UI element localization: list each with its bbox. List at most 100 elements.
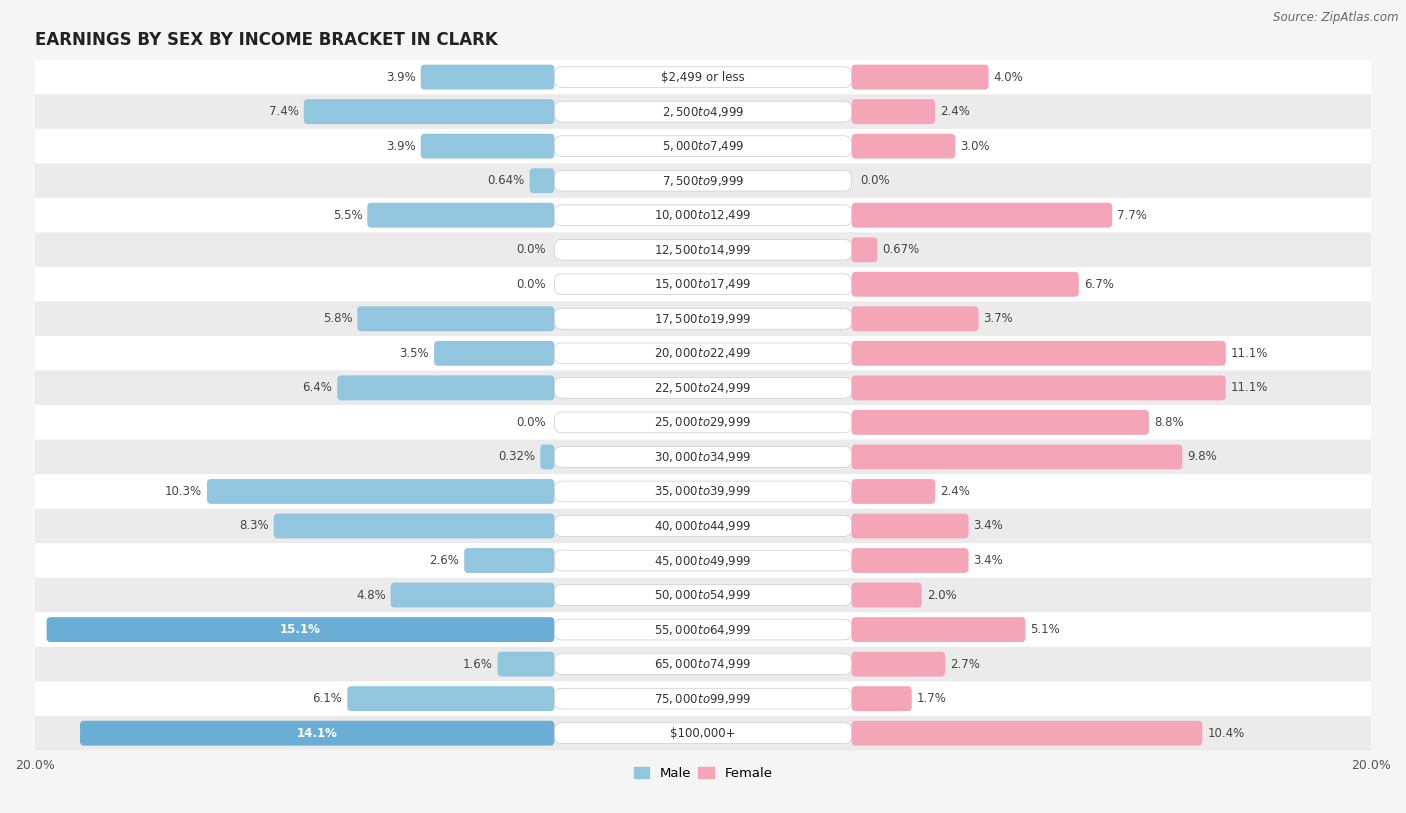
FancyBboxPatch shape [852,721,1202,746]
Text: $22,500 to $24,999: $22,500 to $24,999 [654,380,752,395]
Text: 1.7%: 1.7% [917,692,946,705]
Text: $15,000 to $17,499: $15,000 to $17,499 [654,277,752,291]
FancyBboxPatch shape [852,686,911,711]
Text: $55,000 to $64,999: $55,000 to $64,999 [654,623,752,637]
Text: 2.4%: 2.4% [941,485,970,498]
FancyBboxPatch shape [852,307,979,331]
Text: 5.5%: 5.5% [333,209,363,222]
Text: 0.0%: 0.0% [516,278,546,291]
Text: 0.32%: 0.32% [498,450,536,463]
FancyBboxPatch shape [35,474,1371,509]
FancyBboxPatch shape [554,205,852,225]
FancyBboxPatch shape [554,689,852,709]
Text: 0.64%: 0.64% [488,174,524,187]
FancyBboxPatch shape [35,647,1371,681]
FancyBboxPatch shape [554,515,852,537]
FancyBboxPatch shape [35,371,1371,405]
Text: 2.6%: 2.6% [429,554,460,567]
Text: 3.9%: 3.9% [387,140,416,153]
Legend: Male, Female: Male, Female [628,762,778,785]
FancyBboxPatch shape [35,509,1371,543]
Text: 10.4%: 10.4% [1208,727,1244,740]
Text: $100,000+: $100,000+ [671,727,735,740]
Text: $7,500 to $9,999: $7,500 to $9,999 [662,174,744,188]
Text: 0.0%: 0.0% [516,416,546,429]
Text: $40,000 to $44,999: $40,000 to $44,999 [654,519,752,533]
Text: $30,000 to $34,999: $30,000 to $34,999 [654,450,752,464]
FancyBboxPatch shape [554,723,852,744]
FancyBboxPatch shape [35,336,1371,371]
Text: 9.8%: 9.8% [1187,450,1218,463]
FancyBboxPatch shape [35,198,1371,233]
FancyBboxPatch shape [852,445,1182,469]
Text: 3.4%: 3.4% [973,554,1004,567]
Text: 6.4%: 6.4% [302,381,332,394]
FancyBboxPatch shape [554,239,852,260]
Text: 0.0%: 0.0% [860,174,890,187]
FancyBboxPatch shape [35,716,1371,750]
FancyBboxPatch shape [852,272,1078,297]
FancyBboxPatch shape [554,620,852,640]
FancyBboxPatch shape [35,267,1371,302]
FancyBboxPatch shape [554,67,852,88]
FancyBboxPatch shape [554,481,852,502]
Text: 3.4%: 3.4% [973,520,1004,533]
FancyBboxPatch shape [852,341,1226,366]
Text: 0.67%: 0.67% [883,243,920,256]
FancyBboxPatch shape [80,721,554,746]
FancyBboxPatch shape [852,617,1025,642]
Text: $45,000 to $49,999: $45,000 to $49,999 [654,554,752,567]
FancyBboxPatch shape [852,652,945,676]
FancyBboxPatch shape [554,171,852,191]
FancyBboxPatch shape [420,133,554,159]
FancyBboxPatch shape [852,202,1112,228]
Text: $35,000 to $39,999: $35,000 to $39,999 [654,485,752,498]
Text: 10.3%: 10.3% [165,485,202,498]
Text: $50,000 to $54,999: $50,000 to $54,999 [654,588,752,602]
FancyBboxPatch shape [554,585,852,606]
FancyBboxPatch shape [530,168,554,193]
FancyBboxPatch shape [852,376,1226,400]
Text: 11.1%: 11.1% [1230,381,1268,394]
Text: 6.1%: 6.1% [312,692,342,705]
FancyBboxPatch shape [852,133,955,159]
FancyBboxPatch shape [35,302,1371,336]
Text: 8.8%: 8.8% [1154,416,1184,429]
Text: 15.1%: 15.1% [280,623,321,636]
Text: $2,499 or less: $2,499 or less [661,71,745,84]
FancyBboxPatch shape [391,583,554,607]
Text: $2,500 to $4,999: $2,500 to $4,999 [662,105,744,119]
Text: 6.7%: 6.7% [1084,278,1114,291]
FancyBboxPatch shape [852,99,935,124]
FancyBboxPatch shape [347,686,554,711]
Text: 11.1%: 11.1% [1230,347,1268,360]
Text: 2.4%: 2.4% [941,105,970,118]
FancyBboxPatch shape [35,681,1371,716]
FancyBboxPatch shape [35,233,1371,267]
FancyBboxPatch shape [554,550,852,571]
FancyBboxPatch shape [852,410,1149,435]
FancyBboxPatch shape [207,479,554,504]
FancyBboxPatch shape [35,129,1371,163]
FancyBboxPatch shape [852,479,935,504]
Text: $75,000 to $99,999: $75,000 to $99,999 [654,692,752,706]
FancyBboxPatch shape [35,60,1371,94]
FancyBboxPatch shape [554,274,852,294]
FancyBboxPatch shape [274,514,554,538]
Text: $20,000 to $22,499: $20,000 to $22,499 [654,346,752,360]
FancyBboxPatch shape [554,446,852,467]
FancyBboxPatch shape [337,376,554,400]
Text: 8.3%: 8.3% [239,520,269,533]
Text: 2.0%: 2.0% [927,589,956,602]
Text: $10,000 to $12,499: $10,000 to $12,499 [654,208,752,222]
FancyBboxPatch shape [852,583,922,607]
Text: 4.8%: 4.8% [356,589,385,602]
FancyBboxPatch shape [554,654,852,675]
FancyBboxPatch shape [852,237,877,262]
Text: 3.5%: 3.5% [399,347,429,360]
Text: $17,500 to $19,999: $17,500 to $19,999 [654,312,752,326]
FancyBboxPatch shape [852,548,969,573]
Text: 5.1%: 5.1% [1031,623,1060,636]
FancyBboxPatch shape [498,652,554,676]
Text: 2.7%: 2.7% [950,658,980,671]
